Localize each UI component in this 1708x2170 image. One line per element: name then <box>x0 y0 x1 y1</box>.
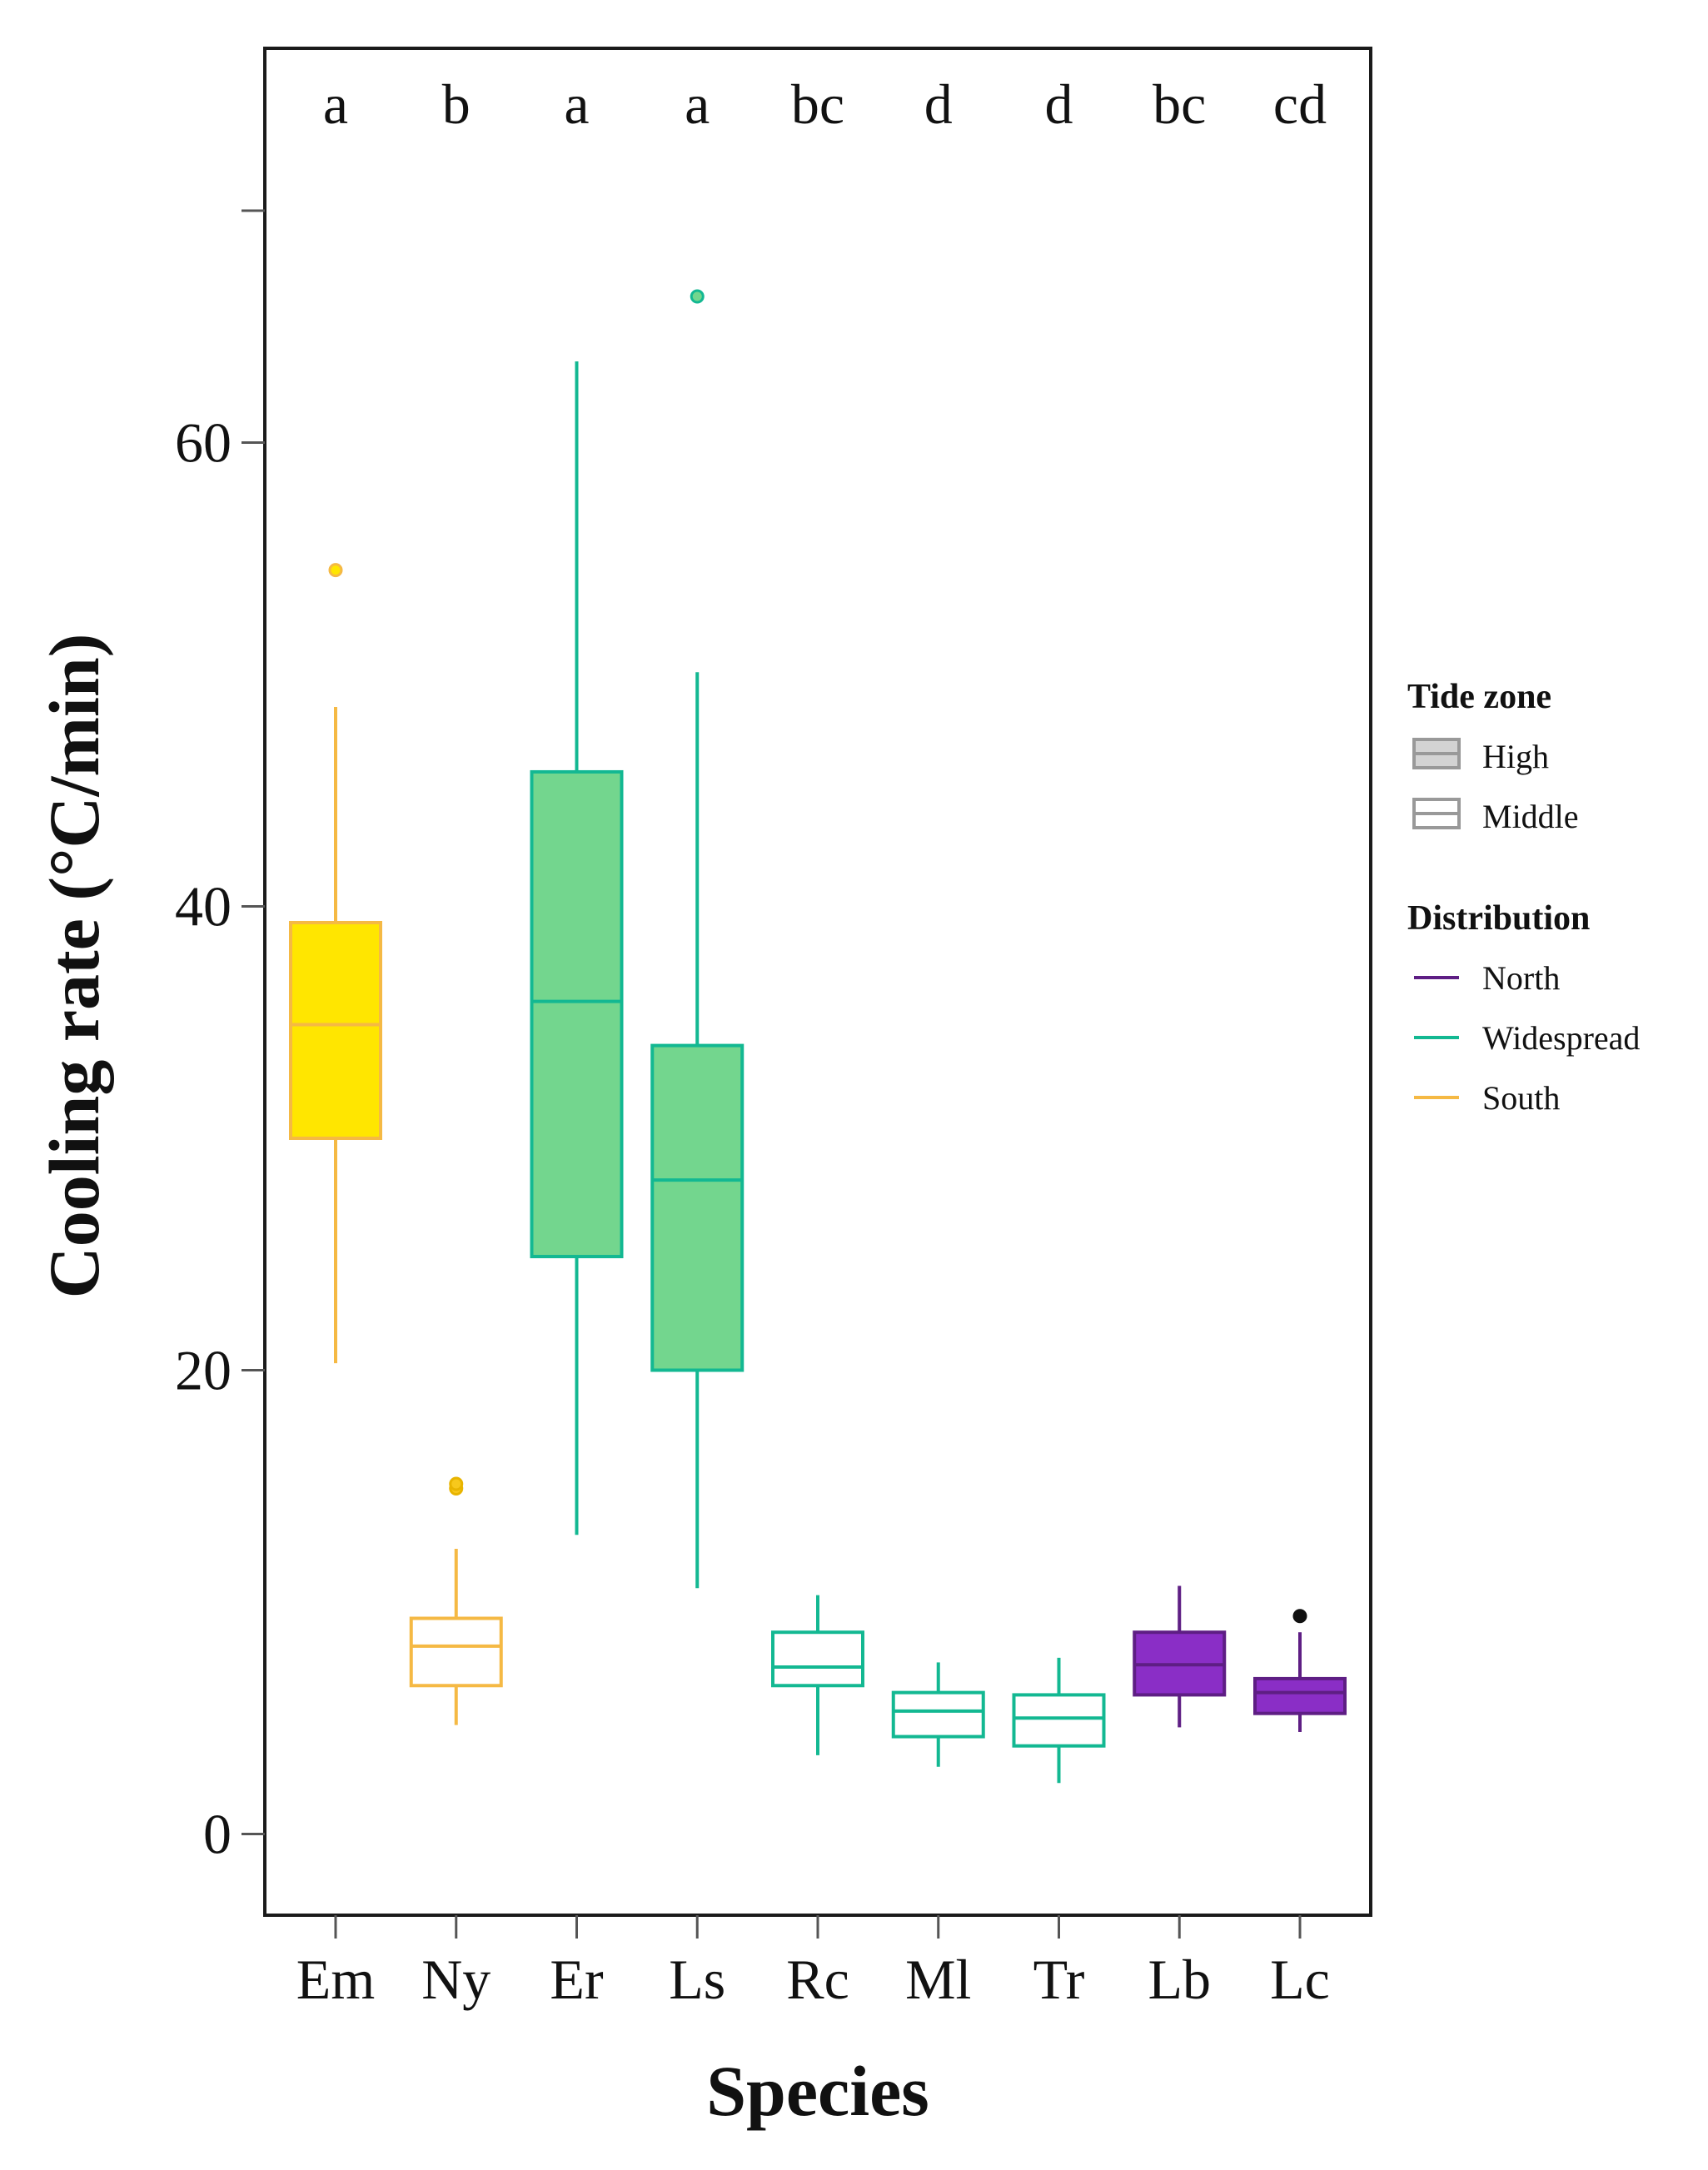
significance-letter: a <box>323 72 348 136</box>
significance-letter: a <box>564 72 589 136</box>
y-tick-label: 0 <box>203 1803 232 1866</box>
outlier-point <box>328 563 343 578</box>
legend-title: Distribution <box>1407 899 1590 938</box>
box-rc <box>771 1595 864 1755</box>
box-lb <box>1133 1585 1227 1728</box>
legend-label: South <box>1482 1079 1560 1117</box>
significance-letters: a b a a bc d d bc cd <box>323 72 1327 136</box>
significance-letter: d <box>924 72 953 136</box>
box-body <box>891 1690 985 1739</box>
significance-letter: d <box>1045 72 1073 136</box>
x-axis-title: Species <box>706 2051 929 2131</box>
legend-label: Middle <box>1482 798 1579 835</box>
outlier-point <box>1292 1609 1307 1624</box>
box-tr <box>1012 1657 1106 1784</box>
legend-label: High <box>1482 738 1549 775</box>
box-body <box>1253 1676 1347 1715</box>
y-tick-label: 40 <box>175 874 232 938</box>
box-series <box>289 289 1347 1784</box>
x-tick-label: Rc <box>786 1948 849 2011</box>
box-lc <box>1253 1609 1347 1732</box>
x-tick-label: Er <box>550 1948 604 2011</box>
x-axis: Em Ny Er Ls Rc Ml Tr Lb Lc <box>296 1915 1330 2011</box>
x-tick-label: Ml <box>905 1948 971 2011</box>
box-body <box>771 1630 864 1688</box>
box-body <box>1012 1693 1106 1748</box>
y-axis-title: Cooling rate (°C/min) <box>34 634 114 1299</box>
legend: Tide zone High Middle Distribution North Wide… <box>1407 678 1640 1117</box>
x-tick-label: Lc <box>1270 1948 1330 2011</box>
legend-label: North <box>1482 959 1560 997</box>
y-axis: 0 20 40 60 <box>175 209 265 1866</box>
x-tick-label: Ls <box>669 1948 725 2011</box>
box-body <box>530 769 624 1259</box>
x-tick-label: Em <box>296 1948 375 2011</box>
significance-letter: a <box>685 72 710 136</box>
box-body <box>289 920 382 1140</box>
box-body <box>409 1616 503 1688</box>
box-ls <box>650 289 744 1589</box>
significance-letter: bc <box>1153 72 1206 136</box>
box-ny <box>409 1476 503 1725</box>
outlier-point <box>449 1476 464 1491</box>
box-body <box>650 1043 744 1372</box>
y-tick-label: 20 <box>175 1339 232 1402</box>
legend-label: Widespread <box>1482 1019 1640 1057</box>
x-tick-label: Ny <box>421 1948 490 2011</box>
x-tick-label: Lb <box>1148 1948 1211 2011</box>
legend-title: Tide zone <box>1407 678 1551 716</box>
box-ml <box>891 1662 985 1767</box>
x-tick-label: Tr <box>1033 1948 1085 2011</box>
outlier-point <box>690 289 705 304</box>
significance-letter: bc <box>791 72 844 136</box>
y-tick-label: 60 <box>175 411 232 474</box>
significance-letter: cd <box>1273 72 1327 136</box>
box-em <box>289 563 382 1364</box>
significance-letter: b <box>442 72 471 136</box>
box-er <box>530 361 624 1535</box>
